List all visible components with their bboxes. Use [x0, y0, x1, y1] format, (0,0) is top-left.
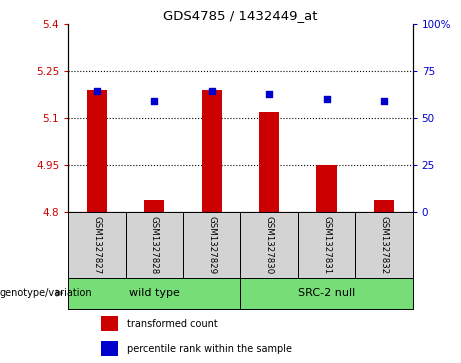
Title: GDS4785 / 1432449_at: GDS4785 / 1432449_at — [163, 9, 318, 23]
Bar — [259, 112, 279, 212]
Text: transformed count: transformed count — [127, 319, 218, 329]
Text: GSM1327830: GSM1327830 — [265, 216, 274, 274]
Bar — [101, 341, 118, 356]
Point — [151, 98, 158, 103]
Text: GSM1327828: GSM1327828 — [150, 216, 159, 274]
Bar — [87, 90, 107, 212]
Bar — [355, 212, 413, 278]
Bar — [298, 212, 355, 278]
Bar — [125, 212, 183, 278]
Text: genotype/variation: genotype/variation — [0, 288, 93, 298]
Bar — [183, 212, 241, 278]
Text: GSM1327832: GSM1327832 — [379, 216, 389, 274]
Text: GSM1327827: GSM1327827 — [92, 216, 101, 274]
Bar — [68, 212, 125, 278]
Point — [208, 88, 215, 94]
Bar — [144, 200, 165, 212]
Bar — [316, 165, 337, 212]
Text: percentile rank within the sample: percentile rank within the sample — [127, 344, 292, 354]
Text: GSM1327829: GSM1327829 — [207, 216, 216, 274]
Text: wild type: wild type — [129, 288, 180, 298]
Point — [93, 88, 100, 94]
Bar — [374, 200, 394, 212]
Point — [380, 98, 388, 103]
Bar — [241, 212, 298, 278]
Point — [266, 91, 273, 97]
Point — [323, 96, 330, 102]
Bar — [201, 90, 222, 212]
Bar — [241, 278, 413, 309]
Text: GSM1327831: GSM1327831 — [322, 216, 331, 274]
Text: SRC-2 null: SRC-2 null — [298, 288, 355, 298]
Bar — [101, 316, 118, 331]
Bar — [68, 278, 241, 309]
